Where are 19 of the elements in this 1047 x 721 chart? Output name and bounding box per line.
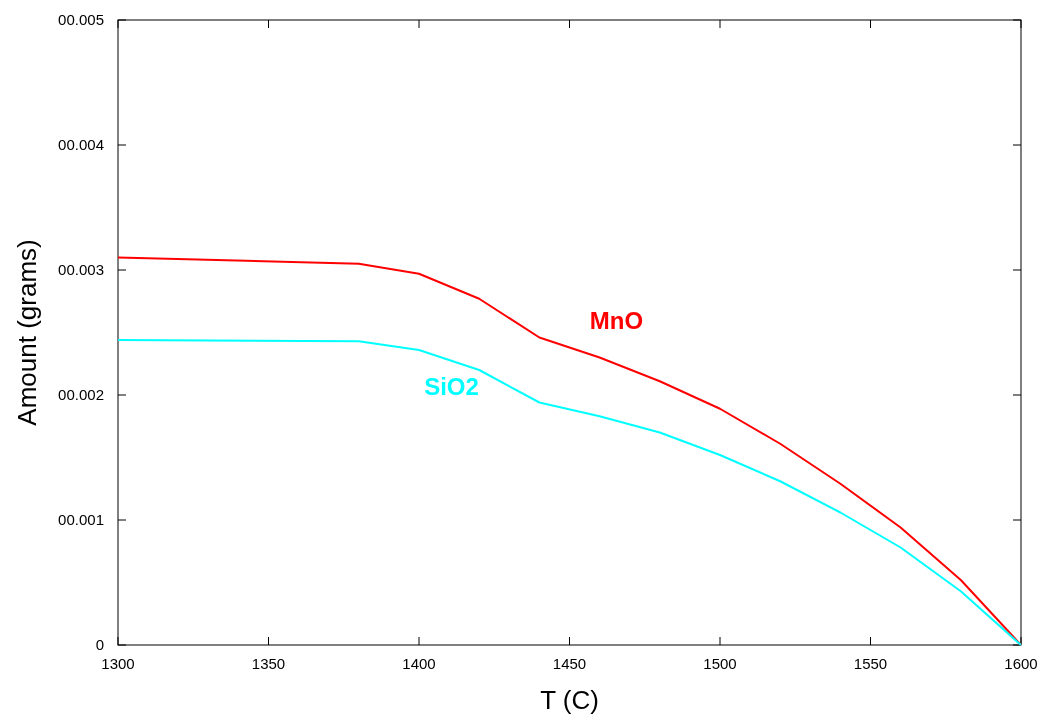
- x-tick-label: 1550: [853, 655, 888, 672]
- x-tick-label: 1400: [402, 655, 436, 672]
- series-label: MnO: [589, 307, 644, 335]
- y-tick-label: 00.001: [58, 511, 104, 528]
- x-tick-label: 1600: [1004, 655, 1038, 672]
- y-axis-title: Amount (grams): [12, 239, 42, 426]
- x-tick-label: 1500: [703, 655, 737, 672]
- y-tick-label: 00.005: [58, 11, 104, 28]
- x-axis-title: T (C): [540, 685, 599, 715]
- y-tick-label: 00.003: [58, 261, 104, 278]
- line-series: [117, 339, 1022, 646]
- y-tick-label: 00.004: [58, 136, 104, 153]
- y-tick-label: 0: [95, 636, 104, 653]
- x-tick-label: 1350: [251, 655, 286, 672]
- y-tick-label: 00.002: [58, 386, 104, 403]
- x-tick-label: 1450: [552, 655, 587, 672]
- x-tick-label: 1300: [101, 655, 135, 672]
- line-series: [117, 256, 1022, 646]
- series-label: SiO2: [424, 373, 479, 400]
